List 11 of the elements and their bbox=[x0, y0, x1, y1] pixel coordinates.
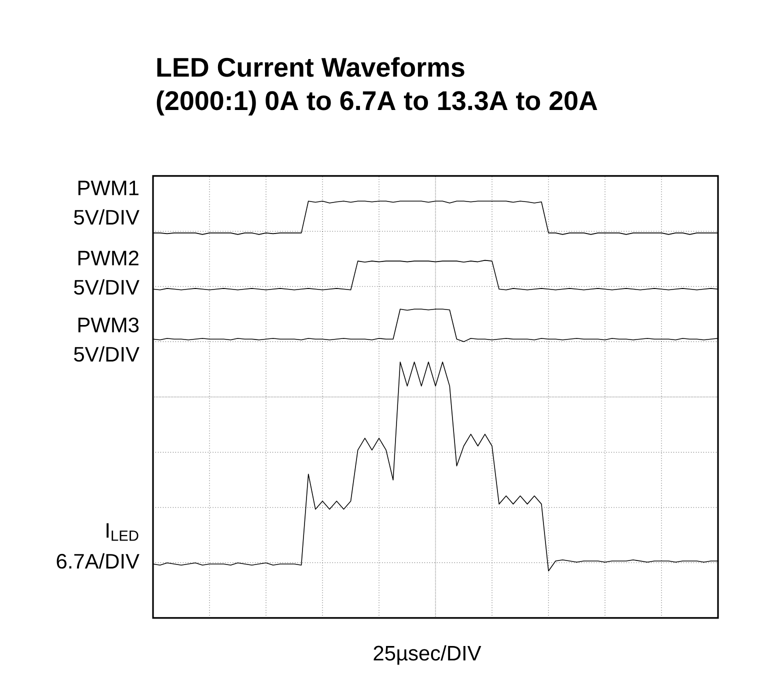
series-label: PWM2 bbox=[78, 250, 138, 266]
text: 5V/DIV bbox=[74, 346, 140, 362]
series-label: I$_{LED}$ bbox=[106, 523, 138, 541]
series-label: PWM1 bbox=[78, 180, 138, 196]
text: 5V/DIV bbox=[74, 209, 140, 225]
chart-title: LED Current Waveforms bbox=[157, 57, 464, 77]
chart-subtitle: (2000:1) 0A to 6.7A to 13.3A to 20A bbox=[156, 90, 598, 116]
series-label: PWM3 bbox=[78, 318, 139, 332]
text: 6.7A/DIV bbox=[56, 553, 140, 569]
text: 5V/DIV bbox=[74, 279, 140, 295]
x-axis-title: 25µsec/DIV bbox=[374, 645, 482, 665]
